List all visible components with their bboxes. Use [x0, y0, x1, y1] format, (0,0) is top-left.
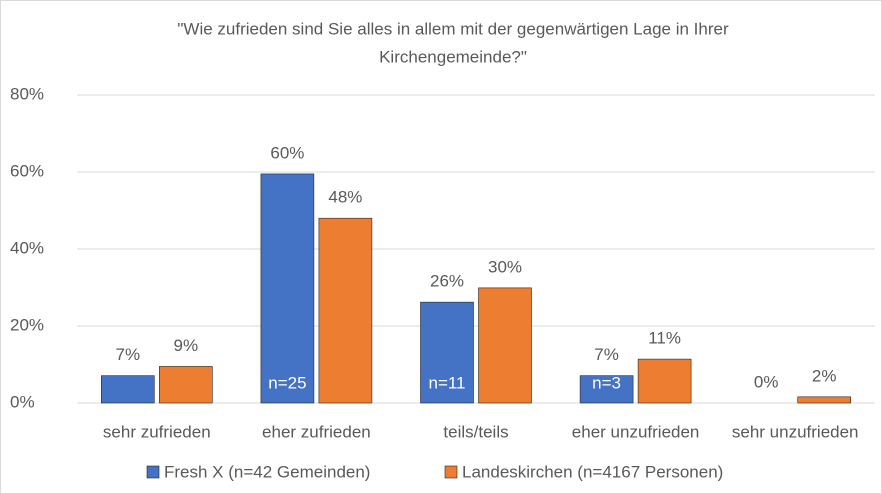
y-tick-label: 40% [10, 238, 44, 257]
bar [101, 375, 155, 404]
data-label: 7% [594, 345, 619, 364]
bar [318, 217, 373, 404]
bar [797, 396, 852, 404]
inner-label: n=25 [268, 373, 306, 392]
chart-title: Kirchengemeinde?" [379, 47, 527, 66]
bar [478, 287, 532, 404]
legend-swatch [146, 465, 160, 479]
bar [420, 301, 474, 404]
inner-label: n=3 [592, 373, 621, 392]
chart-title: "Wie zufrieden sind Sie alles in allem m… [177, 19, 729, 38]
data-label: 7% [116, 345, 141, 364]
data-label: 11% [648, 329, 681, 348]
legend-label: Landeskirchen (n=4167 Personen) [462, 462, 723, 481]
data-label: 2% [812, 366, 837, 385]
x-tick-label: eher unzufrieden [572, 422, 700, 441]
inner-label: n=11 [428, 373, 465, 392]
data-label: 26% [430, 272, 464, 291]
y-tick-label: 80% [10, 84, 44, 103]
data-label: 48% [328, 188, 362, 207]
bar [260, 173, 315, 404]
legend-label: Fresh X (n=42 Gemeinden) [164, 462, 370, 481]
data-label: 0% [754, 372, 779, 391]
y-tick-label: 0% [10, 392, 35, 411]
y-tick-label: 60% [10, 161, 44, 180]
data-label: 9% [174, 336, 199, 355]
x-tick-label: teils/teils [443, 422, 508, 441]
data-label: 30% [488, 257, 522, 276]
bar [579, 375, 634, 404]
data-label: 60% [270, 143, 304, 162]
bar [159, 366, 213, 404]
x-tick-label: eher zufrieden [262, 422, 371, 441]
y-tick-label: 20% [10, 315, 44, 334]
x-tick-label: sehr unzufrieden [732, 422, 859, 441]
legend-swatch [444, 465, 458, 479]
bar [637, 358, 692, 404]
x-tick-label: sehr zufrieden [103, 422, 211, 441]
